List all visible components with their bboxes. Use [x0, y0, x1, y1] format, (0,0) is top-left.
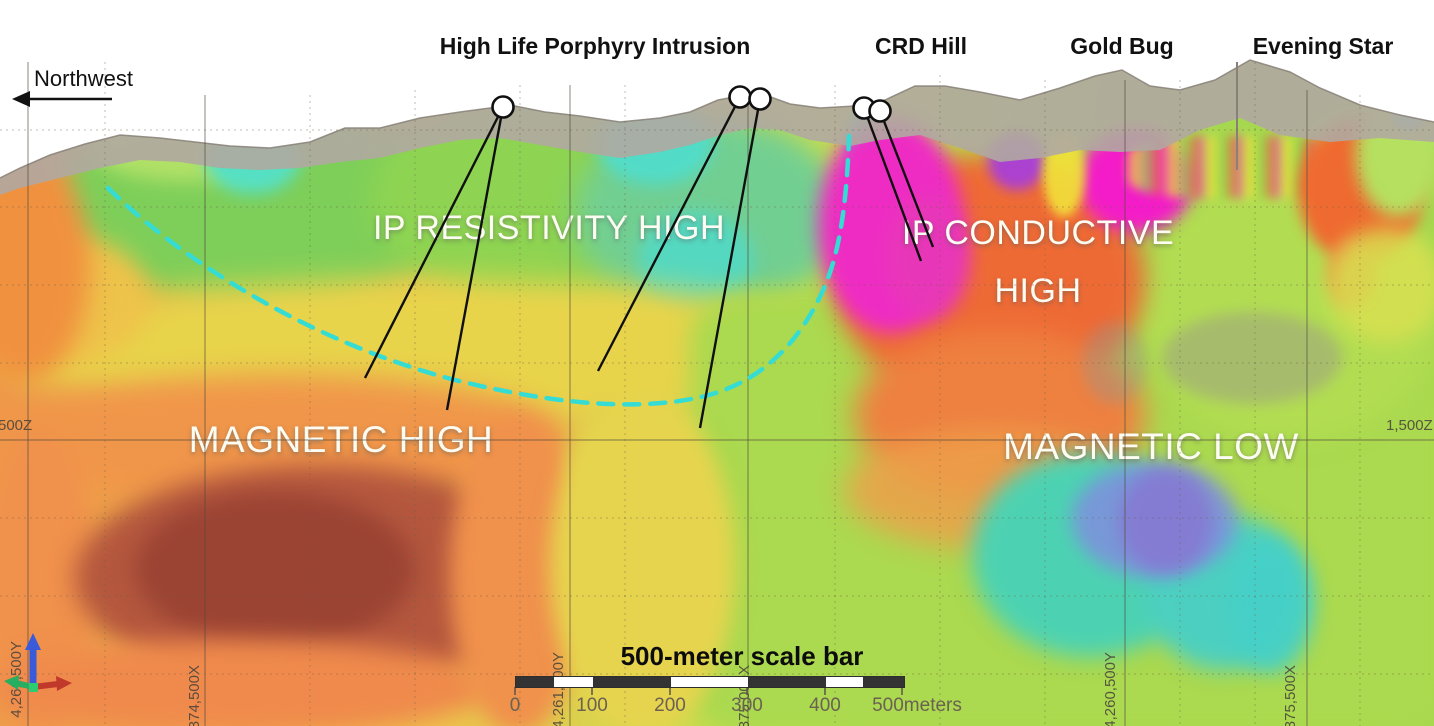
- compass-label: Northwest: [34, 66, 134, 91]
- heatmap-blob: [550, 395, 735, 726]
- heatmap-blob: [1228, 538, 1313, 673]
- zone-label-ip-conductive-line2: HIGH: [994, 272, 1082, 310]
- heatmap-blob: [1328, 228, 1434, 343]
- heatmap-blob: [1118, 468, 1213, 573]
- landmark-label-crd-hill: CRD Hill: [875, 33, 967, 59]
- zone-label-ip-conductive-line1: IP CONDUCTIVE: [901, 214, 1175, 252]
- grid-label-z-right: 1,500Z: [1386, 417, 1433, 434]
- grid-label-y-4261500: 4,261,500Y: [8, 641, 25, 718]
- grid-label-y-4260500: 4,260,500Y: [1102, 652, 1119, 726]
- zone-label-ip-resistivity-high: IP RESISTIVITY HIGH: [372, 209, 726, 247]
- heatmap-blob: [1393, 104, 1425, 130]
- zone-label-magnetic-low: MAGNETIC LOW: [1003, 426, 1299, 467]
- heatmap-blob: [598, 103, 713, 185]
- heatmap-blob: [0, 640, 490, 726]
- grid-label-x-375500: 375,500X: [1282, 664, 1299, 726]
- heatmap-blob: [205, 122, 300, 194]
- landmark-label-high-life: High Life Porphyry Intrusion: [439, 33, 751, 59]
- landmark-label-evening-star: Evening Star: [1252, 33, 1394, 59]
- grid-label-x-374500: 374,500X: [186, 664, 203, 726]
- grid-label-y-4261000: 4,261,000Y: [550, 652, 567, 726]
- heatmap-blob: [135, 492, 415, 647]
- zone-label-magnetic-high: MAGNETIC HIGH: [188, 419, 494, 460]
- heatmap-blob: [988, 132, 1046, 190]
- landmark-label-gold-bug: Gold Bug: [1070, 33, 1174, 59]
- heatmap-blob: [1162, 312, 1342, 404]
- grid-label-z-left: 500Z: [0, 417, 33, 434]
- heatmap-blob: [1043, 132, 1085, 217]
- grid-label-x-375000: 375,000X: [736, 664, 753, 726]
- zone-label-ip-conductive: IP CONDUCTIVE HIGH: [902, 214, 1174, 311]
- heatmap-blob: [1082, 322, 1147, 404]
